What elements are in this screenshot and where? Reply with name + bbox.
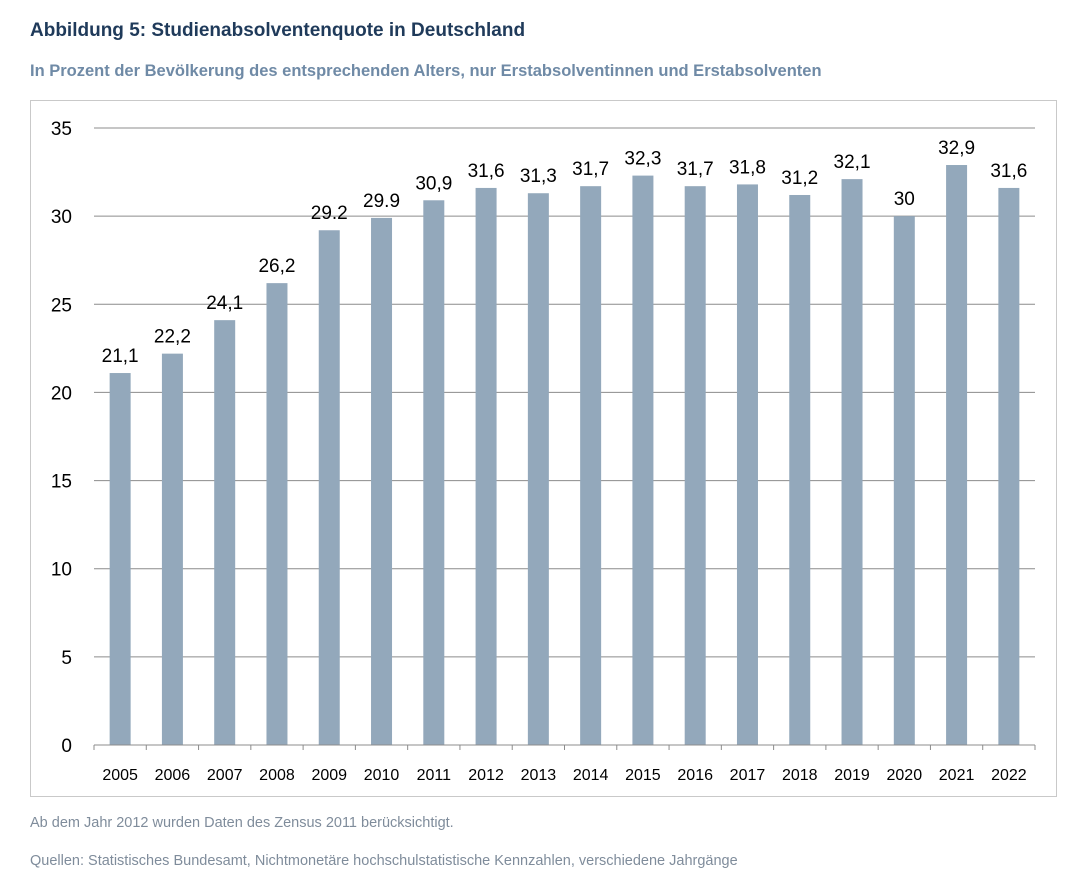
bar: [161, 353, 183, 745]
x-tick-label: 2011: [417, 767, 452, 784]
chart-frame: 0 5 10 15 20 25 30 35 2005 2006 2007 2008 2009 2010 2…: [30, 100, 1057, 797]
data-label: 29.2: [311, 203, 348, 224]
x-tick-label: 2009: [311, 767, 347, 784]
x-tick-label: 2012: [468, 767, 504, 784]
bar: [475, 187, 497, 745]
chart-title: Abbildung 5: Studienabsolventenquote in …: [30, 20, 526, 41]
data-label: 22,2: [154, 327, 191, 348]
bars: [109, 165, 1020, 746]
x-tick-label: 2005: [102, 767, 138, 784]
bar: [371, 217, 393, 746]
data-label: 26,2: [258, 256, 295, 277]
bar: [893, 216, 915, 746]
data-label: 24,1: [206, 293, 243, 314]
x-tick-label: 2017: [730, 767, 766, 784]
x-tick-label: 2007: [207, 767, 243, 784]
data-label: 31,7: [677, 159, 714, 180]
y-axis: 0 5 10 15 20 25 30 35: [51, 119, 72, 757]
bar: [789, 194, 811, 745]
x-axis: 2005 2006 2007 2008 2009 2010 2011 2012 2013 2014…: [93, 744, 1036, 784]
data-label: 31,2: [781, 168, 818, 189]
x-tick-label: 2022: [991, 767, 1027, 784]
x-tick-label: 2019: [834, 767, 870, 784]
x-tick-label: 2014: [573, 767, 609, 784]
bar: [998, 187, 1020, 745]
y-tick-label: 10: [51, 560, 72, 581]
x-tick-label: 2010: [364, 767, 400, 784]
data-label: 30,9: [415, 173, 452, 194]
bar: [266, 283, 288, 745]
chart-subtitle: In Prozent der Bevölkerung des entsprech…: [30, 62, 822, 80]
bar: [318, 230, 340, 745]
bar: [214, 320, 236, 745]
bar: [527, 193, 549, 745]
y-tick-label: 35: [51, 119, 72, 140]
y-tick-label: 0: [61, 736, 72, 757]
x-tick-label: 2021: [939, 767, 975, 784]
data-label: 30: [894, 189, 915, 210]
x-tick-label: 2008: [259, 767, 295, 784]
data-label: 29.9: [363, 191, 400, 212]
source-note: Quellen: Statistisches Bundesamt, Nichtm…: [30, 853, 738, 869]
data-labels: 21,1 22,2 24,1 26,2 29.2 29.9 30,9 31,6 31,3 31,7…: [102, 138, 1028, 367]
y-tick-label: 30: [51, 207, 72, 228]
bar: [109, 373, 131, 745]
x-tick-label: 2013: [521, 767, 557, 784]
bar: [736, 184, 758, 745]
data-label: 31,8: [729, 157, 766, 178]
data-label: 32,1: [834, 152, 871, 173]
data-label: 32,9: [938, 138, 975, 159]
y-tick-label: 15: [51, 472, 72, 493]
bar: [580, 186, 602, 745]
y-tick-label: 25: [51, 295, 72, 316]
data-label: 31,7: [572, 159, 609, 180]
x-tick-label: 2020: [887, 767, 923, 784]
y-tick-label: 20: [51, 383, 72, 404]
data-label: 32,3: [624, 149, 661, 170]
data-label: 31,6: [990, 161, 1027, 182]
bar: [684, 186, 706, 745]
x-tick-label: 2016: [677, 767, 713, 784]
bar: [946, 165, 968, 745]
grid-lines: [94, 127, 1035, 658]
bar: [632, 175, 654, 745]
y-tick-label: 5: [61, 648, 72, 669]
x-tick-label: 2006: [155, 767, 191, 784]
data-label: 31,6: [468, 161, 505, 182]
x-tick-label: 2015: [625, 767, 661, 784]
data-label: 31,3: [520, 166, 557, 187]
x-tick-label: 2018: [782, 767, 818, 784]
bar: [423, 200, 445, 745]
data-label: 21,1: [102, 346, 139, 367]
bar: [841, 179, 863, 745]
footnote: Ab dem Jahr 2012 wurden Daten des Zensus…: [30, 815, 454, 831]
